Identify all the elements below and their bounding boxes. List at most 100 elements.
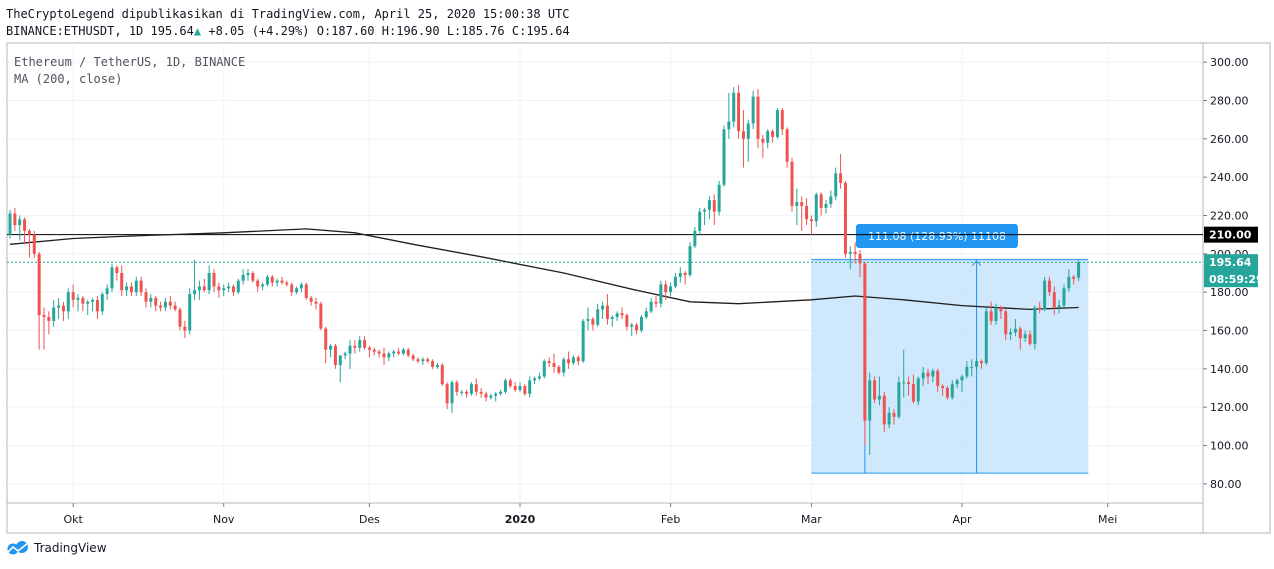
candle xyxy=(547,357,551,367)
candle-body xyxy=(440,365,444,385)
candle xyxy=(907,376,911,396)
candle xyxy=(698,207,702,235)
candle xyxy=(537,372,541,381)
candle-body xyxy=(52,307,56,321)
candle-body xyxy=(236,280,240,293)
candle xyxy=(712,194,716,226)
candle-body xyxy=(1052,292,1056,308)
candle-body xyxy=(984,311,988,364)
candle-body xyxy=(926,372,930,377)
candle xyxy=(1052,286,1056,316)
candle-body xyxy=(707,200,711,210)
candle-body xyxy=(1062,288,1066,306)
price-axis[interactable] xyxy=(1202,42,1271,534)
candle-body xyxy=(227,286,231,289)
candle-body xyxy=(970,366,974,368)
candle xyxy=(324,326,328,364)
candle xyxy=(591,317,595,331)
candle-body xyxy=(178,309,182,327)
candle-body xyxy=(610,317,614,319)
candle xyxy=(304,282,308,300)
candle xyxy=(800,196,804,231)
symbol-text: BINANCE:ETHUSDT, 1D xyxy=(6,24,144,38)
candle-body xyxy=(37,253,41,316)
candle xyxy=(1043,276,1047,312)
candle-body xyxy=(8,213,12,235)
candle xyxy=(125,282,129,296)
candle xyxy=(916,376,920,406)
candle xyxy=(848,246,852,270)
legend-indicator: MA (200, close) xyxy=(14,72,123,86)
candle xyxy=(129,282,133,296)
candle xyxy=(1077,259,1081,282)
candle xyxy=(91,297,95,312)
candle-body xyxy=(503,380,507,392)
candle-body xyxy=(751,96,755,124)
candle xyxy=(18,215,22,241)
candle-body xyxy=(805,205,809,220)
x-tick-label: 2020 xyxy=(505,513,536,526)
candle xyxy=(280,276,284,285)
candle-body xyxy=(290,284,294,293)
candle-body xyxy=(149,297,153,302)
candle xyxy=(372,347,376,356)
candle xyxy=(926,368,930,385)
candle-body xyxy=(100,294,104,312)
candle xyxy=(193,259,197,300)
candle-body xyxy=(401,349,405,354)
candle-body xyxy=(528,380,532,394)
candle xyxy=(246,269,250,281)
candle xyxy=(1062,284,1066,308)
candle-body xyxy=(13,213,17,226)
candle xyxy=(411,353,415,362)
candle xyxy=(557,365,561,375)
horizontal-lines[interactable] xyxy=(7,234,1203,263)
candle-body xyxy=(824,204,828,208)
candle-body xyxy=(455,382,459,392)
candle-body xyxy=(411,355,415,360)
candle-body xyxy=(372,349,376,352)
candle-body xyxy=(329,345,333,350)
candle-body xyxy=(1067,276,1071,289)
candle-body xyxy=(197,286,201,291)
candle-body xyxy=(562,359,566,373)
candle xyxy=(785,127,789,168)
candle xyxy=(163,297,167,312)
candle xyxy=(688,242,692,277)
candle xyxy=(440,363,444,387)
candle-body xyxy=(567,359,571,364)
candle-body xyxy=(129,286,133,293)
candle xyxy=(1038,301,1042,314)
candle-body xyxy=(280,280,284,283)
y-tick-label: 120.00 xyxy=(1210,401,1249,414)
candle xyxy=(57,297,61,319)
candle xyxy=(81,296,85,312)
candle xyxy=(71,284,75,308)
candle-body xyxy=(421,359,425,362)
candle xyxy=(615,311,619,321)
candle-body xyxy=(722,129,726,185)
measure-tool[interactable]: 111.08 (128.93%) 11108 xyxy=(811,224,1089,474)
candle-body xyxy=(746,123,750,139)
candle xyxy=(401,347,405,356)
candle-body xyxy=(557,366,561,373)
candle xyxy=(829,190,833,208)
candle-body xyxy=(601,305,605,310)
candle-body xyxy=(858,253,862,264)
candle-body xyxy=(717,184,721,212)
candle-body xyxy=(363,340,367,348)
candle xyxy=(887,407,891,429)
candle-body xyxy=(479,391,483,394)
candle-body xyxy=(843,182,847,254)
candle xyxy=(873,376,877,404)
candle-body xyxy=(338,355,342,365)
candle xyxy=(52,299,56,327)
tradingview-logo[interactable]: TradingView xyxy=(6,541,107,555)
candle-body xyxy=(367,347,371,350)
candle-body xyxy=(144,292,148,302)
time-axis[interactable] xyxy=(6,502,1204,534)
candle xyxy=(605,294,609,325)
candle-body xyxy=(882,395,886,425)
candle-body xyxy=(975,361,979,367)
